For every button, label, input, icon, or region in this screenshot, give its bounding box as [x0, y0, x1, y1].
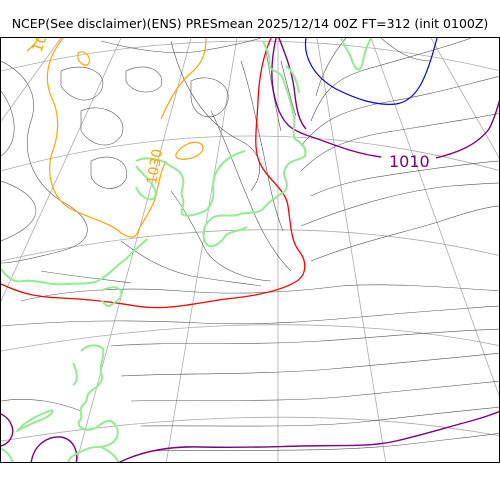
isobar-1030 [26, 38, 40, 52]
coastlines [1, 38, 372, 462]
isobar [140, 406, 499, 427]
isobar [110, 328, 499, 347]
coastline [340, 38, 372, 71]
isobar [80, 107, 124, 146]
isobar [300, 182, 499, 227]
isobar-1010-lower [118, 411, 499, 462]
isobars [1, 38, 499, 452]
isobar [300, 113, 499, 172]
coastline [135, 165, 157, 201]
longitude-line [430, 38, 499, 159]
isobar [1, 180, 36, 242]
isobar [1, 60, 88, 264]
longitude-line [1, 38, 122, 302]
map-canvas: 1010 1030 10 [1, 38, 499, 462]
isobar [125, 66, 163, 93]
coastline [100, 446, 120, 462]
isobar [90, 156, 128, 189]
isobar [300, 76, 499, 147]
coastline [285, 65, 300, 94]
isobar-1020 [1, 38, 306, 309]
latitude-line [1, 416, 499, 442]
isobar [280, 60, 297, 117]
longitude-line [1, 38, 62, 122]
coastline [16, 409, 54, 432]
isobar [310, 160, 499, 197]
latitude-line [1, 135, 499, 172]
map-title: NCEP(See disclaimer)(ENS) PRESmean 2025/… [11, 16, 489, 31]
isobar [20, 284, 499, 302]
isobar [170, 190, 272, 282]
contour-label-top-left: 10 [30, 38, 51, 54]
isobar [130, 380, 499, 402]
isobar [190, 77, 229, 118]
isobar [310, 38, 472, 122]
graticule [1, 38, 499, 462]
isobar [310, 205, 499, 262]
latitude-line [1, 324, 499, 352]
isobar [1, 305, 499, 327]
coastline [135, 150, 246, 217]
isobar-1030 [46, 38, 167, 238]
isobar [210, 110, 292, 272]
latitude-line [1, 229, 499, 262]
isobar-1010-lower-left-b [1, 413, 14, 447]
isobar-1030 [175, 141, 204, 160]
longitude-line [165, 38, 238, 462]
longitude-line [370, 38, 499, 397]
isobar [380, 38, 432, 62]
isobar-1030 [160, 38, 207, 120]
contour-label-1030: 1030 [144, 148, 166, 186]
isobar [120, 240, 262, 287]
isobar [100, 38, 262, 53]
isobar-1010-upper-b [278, 38, 307, 130]
isobar [1, 399, 82, 412]
isobar-1030 [77, 51, 90, 66]
isobar [60, 66, 104, 101]
coastline [72, 362, 78, 386]
coastline [1, 448, 14, 462]
isobar [240, 60, 284, 232]
coastline [1, 238, 148, 286]
coastline [100, 286, 123, 308]
coastline [202, 40, 307, 248]
pressure-map: 1010 1030 10 [0, 37, 500, 463]
latitude-line [1, 40, 499, 72]
isobar-1010-upper [271, 38, 499, 159]
isobar [120, 352, 499, 377]
isobar [40, 270, 132, 284]
contour-label-1010: 1010 [389, 152, 430, 171]
longitude-line [316, 38, 387, 462]
isobar [315, 38, 347, 97]
isobar [1, 90, 15, 157]
isobars-1030 [26, 38, 207, 238]
isobar [170, 40, 260, 192]
coastline [67, 344, 119, 462]
isobar [150, 433, 499, 452]
isobar-blue [304, 38, 438, 105]
